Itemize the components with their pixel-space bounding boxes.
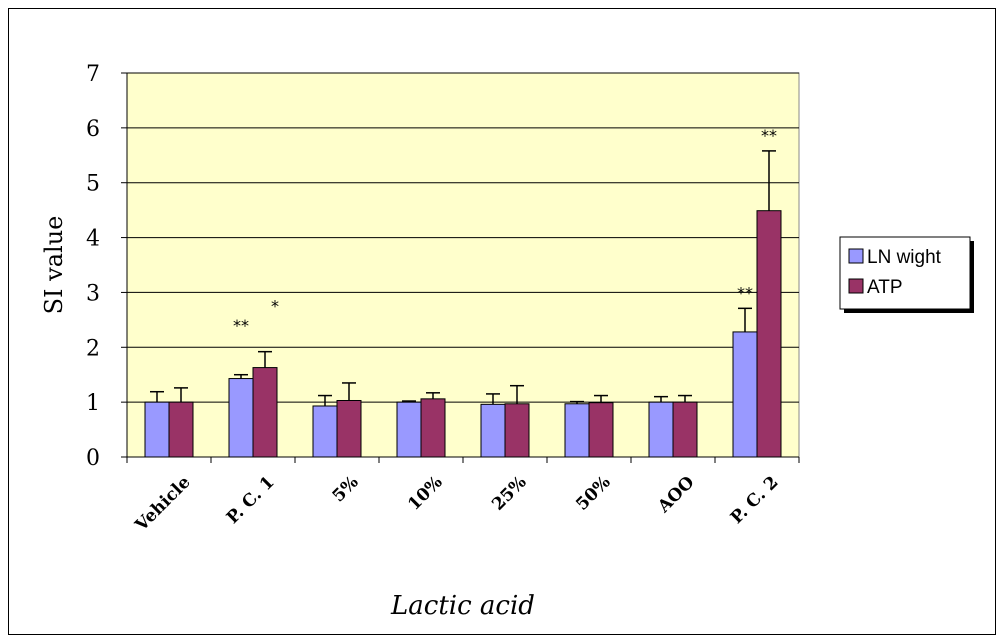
bar-atp xyxy=(336,399,362,458)
y-tick-label: 2 xyxy=(86,336,100,361)
y-tick-label: 6 xyxy=(86,117,100,142)
bar-ln-wight xyxy=(312,405,338,458)
significance-mark: ** xyxy=(737,283,753,302)
plot-area xyxy=(126,72,800,458)
significance-annotations: ******* xyxy=(233,126,777,335)
y-tick-label: 0 xyxy=(86,446,100,471)
legend-swatch xyxy=(848,278,864,294)
bars xyxy=(144,210,782,458)
bar-atp xyxy=(588,402,614,458)
significance-mark: ** xyxy=(233,316,249,335)
y-tick-labels: 0 1 2 3 4 5 6 7 xyxy=(86,62,100,471)
bar-ln-wight xyxy=(732,331,758,458)
bar-ln-wight xyxy=(396,401,422,458)
x-tick-label: 25% xyxy=(488,472,530,514)
legend-label: LN wight xyxy=(867,247,942,268)
y-tick-label: 7 xyxy=(86,62,100,87)
y-axis-title: SI value xyxy=(40,216,68,315)
axes xyxy=(121,72,800,463)
x-tick-label: P. C. 1 xyxy=(223,472,279,528)
bar-atp xyxy=(420,398,446,458)
x-tick-label: AOO xyxy=(653,472,698,517)
bar-atp xyxy=(672,401,698,458)
x-tick-label: 5% xyxy=(329,472,363,506)
y-tick-label: 4 xyxy=(86,227,100,252)
x-tick-label: Vehicle xyxy=(131,472,195,536)
bar-ln-wight xyxy=(144,401,170,458)
legend-swatch xyxy=(848,248,864,264)
x-axis-title: Lactic acid xyxy=(390,591,535,621)
legend: LN wight ATP xyxy=(839,236,974,313)
bar-ln-wight xyxy=(648,401,674,458)
y-tick-label: 3 xyxy=(86,281,100,306)
significance-mark: ** xyxy=(761,126,777,145)
significance-mark: * xyxy=(271,297,279,316)
y-tick-label: 5 xyxy=(86,172,100,197)
bar-atp xyxy=(252,367,278,458)
bar-atp xyxy=(168,401,194,458)
legend-label: ATP xyxy=(867,277,903,298)
bar-ln-wight xyxy=(228,378,254,458)
error-bars xyxy=(150,150,776,406)
bar-ln-wight xyxy=(564,403,590,458)
bar-atp xyxy=(504,403,530,458)
x-tick-label: 50% xyxy=(572,472,614,514)
x-tick-label: 10% xyxy=(404,472,446,514)
bar-atp xyxy=(756,210,782,458)
x-tick-labels: Vehicle P. C. 1 5% 10% 25% 50% AOO P. C. 2 xyxy=(131,472,783,536)
y-tick-label: 1 xyxy=(86,391,100,416)
x-tick-label: P. C. 2 xyxy=(727,472,783,528)
bar-ln-wight xyxy=(480,403,506,458)
